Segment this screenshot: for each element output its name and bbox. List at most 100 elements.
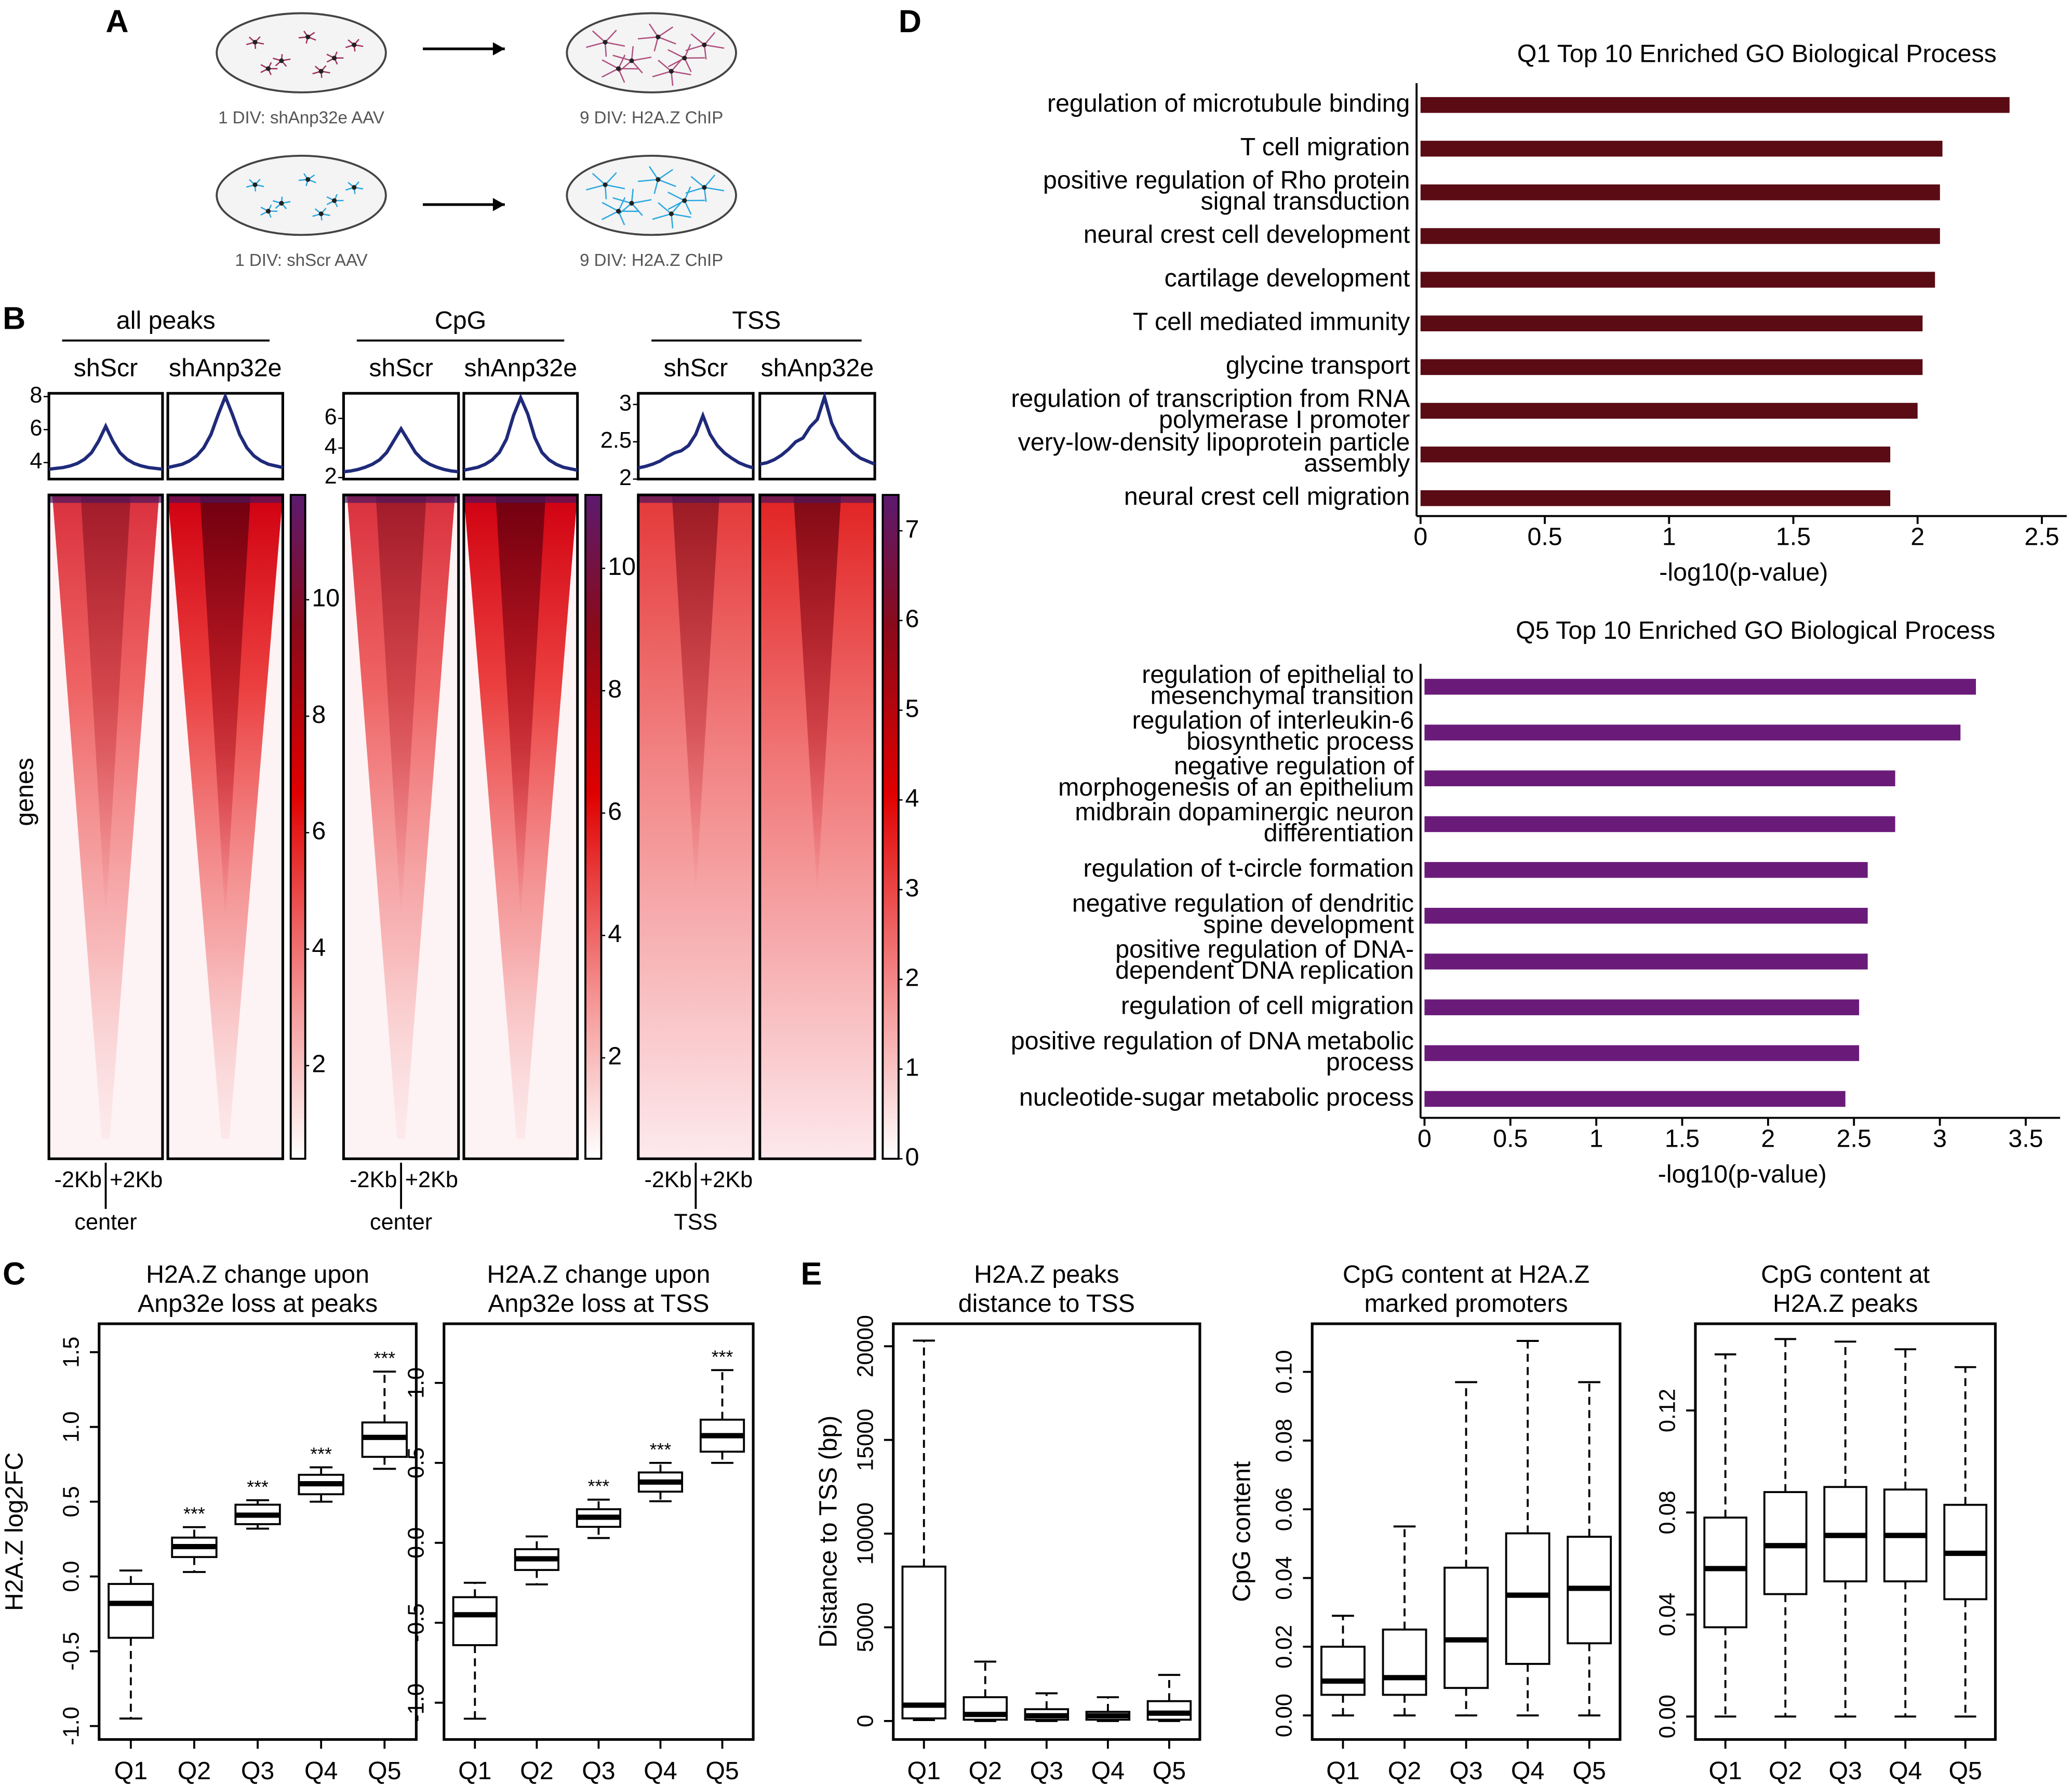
category-label: T cell mediated immunity: [1133, 308, 1410, 336]
x-tick-label: 2.5: [1837, 1125, 1872, 1153]
chart-title: Anp32e loss at peaks: [138, 1289, 378, 1318]
neurite: [605, 42, 625, 47]
plot-frame: [443, 1322, 755, 1741]
schematic-label: 9 DIV: H2A.Z ChIP: [580, 108, 723, 127]
bar: [1420, 315, 1923, 332]
column-label: shAnp32e: [169, 354, 282, 382]
neurite: [658, 169, 674, 180]
x-tick-label: Q3: [1828, 1757, 1862, 1785]
colorbar-tick-label: 10: [312, 584, 340, 612]
y-tick-label: 2: [325, 464, 337, 489]
colorbar-tick-label: 1: [905, 1053, 919, 1081]
neurite: [586, 184, 606, 191]
panel-label: C: [3, 1256, 25, 1292]
colorbar-tick-label: 4: [312, 933, 326, 961]
neurite: [667, 49, 685, 59]
chart-title: distance to TSS: [958, 1289, 1135, 1318]
center-label: center: [74, 1210, 137, 1234]
category-label: nucleotide-sugar metabolic process: [1019, 1083, 1414, 1111]
center-label: TSS: [674, 1210, 717, 1234]
y-tick-label: 0.0: [59, 1561, 84, 1592]
neurite: [592, 172, 606, 185]
neurite: [618, 203, 632, 215]
x-tick-label: Q2: [1388, 1757, 1421, 1785]
box: [1320, 1645, 1366, 1696]
dish: [566, 12, 737, 93]
y-tick-label: 5000: [853, 1602, 878, 1652]
category-label: dependent DNA replication: [1115, 957, 1414, 985]
category-label: neural crest cell migration: [1124, 482, 1410, 510]
category-label: negative regulation of dendritic: [1072, 890, 1414, 918]
category-label: biosynthetic process: [1186, 728, 1414, 756]
neuron: [252, 39, 258, 45]
neurite: [703, 187, 707, 202]
column-label: shScr: [369, 354, 433, 382]
colorbar-tick-label: 0: [905, 1143, 919, 1171]
neuron: [603, 182, 608, 187]
category-label: morphogenesis of an epithelium: [1058, 773, 1414, 801]
colorbar-tick-label: 8: [608, 675, 622, 703]
profile-line: [167, 392, 284, 469]
neurite: [703, 45, 707, 60]
plot-frame: [98, 1322, 418, 1741]
x-tick-label: Q1: [1326, 1757, 1359, 1785]
colorbar-tick-label: 6: [608, 797, 622, 825]
x-tick-label: Q4: [1511, 1757, 1544, 1785]
neurite: [605, 172, 617, 185]
y-tick-label: -0.5: [59, 1632, 84, 1670]
profile-line: [343, 425, 459, 474]
heatmap-top: [759, 495, 875, 503]
neuron: [305, 34, 311, 39]
heatmap-core: [496, 495, 546, 921]
x-tick-label: 2: [1910, 523, 1924, 551]
y-tick-label: 1.0: [59, 1412, 84, 1443]
colorbar-tick-label: 2: [608, 1042, 622, 1070]
colorbar-tick-label: 3: [905, 874, 919, 902]
chart-title: H2A.Z peaks: [974, 1260, 1119, 1288]
category-label: positive regulation of Rho protein: [1043, 166, 1410, 194]
heatmap-core: [672, 495, 720, 895]
y-tick-label: 2.5: [600, 428, 632, 453]
neurite: [667, 192, 685, 201]
group-title: TSS: [732, 306, 781, 334]
significance: ***: [183, 1503, 205, 1524]
bar: [1424, 1045, 1860, 1062]
neurite: [690, 176, 705, 188]
y-tick-label: 0.5: [59, 1486, 84, 1517]
bar: [1424, 816, 1895, 832]
category-label: regulation of epithelial to: [1142, 661, 1414, 689]
x-tick-label: Q5: [368, 1757, 401, 1785]
y-tick-label: 0.0: [404, 1527, 429, 1558]
neuron: [332, 198, 337, 203]
x-tick-label: 0: [1413, 523, 1427, 551]
colorbar-tick-label: 2: [905, 964, 919, 992]
y-axis-label: CpG content: [1228, 1461, 1256, 1602]
y-axis-label: H2A.Z log2FC: [0, 1452, 28, 1611]
neurite: [685, 44, 705, 51]
significance: ***: [712, 1347, 733, 1367]
bar: [1424, 953, 1868, 970]
column-label: shAnp32e: [761, 354, 874, 382]
neuron: [702, 185, 707, 190]
neurite: [601, 68, 619, 78]
neurite: [671, 58, 683, 72]
schematic: 1 DIV: shAnp32e AAV 9 DIV: H2A.Z ChIP 1 …: [216, 12, 737, 270]
y-tick-label: 3: [619, 391, 632, 415]
chart-title: H2A.Z change upon: [146, 1260, 369, 1288]
neuron: [656, 177, 661, 182]
dish: [216, 12, 387, 93]
box: [1443, 1566, 1489, 1689]
neurite: [649, 166, 659, 180]
chart-title: Q5 Top 10 Enriched GO Biological Process: [1516, 616, 1995, 644]
chart-title: Q1 Top 10 Enriched GO Biological Process: [1517, 40, 1997, 68]
y-tick-label: 20000: [853, 1315, 878, 1377]
y-tick-label: -1.0: [59, 1707, 84, 1745]
heatmap-top: [463, 495, 578, 503]
dish: [216, 154, 387, 236]
category-label: positive regulation of DNA metabolic: [1011, 1027, 1414, 1055]
neuron: [318, 211, 324, 217]
neurite: [671, 70, 691, 76]
x-axis-label: -log10(p-value): [1659, 558, 1828, 586]
neurite: [601, 210, 619, 220]
